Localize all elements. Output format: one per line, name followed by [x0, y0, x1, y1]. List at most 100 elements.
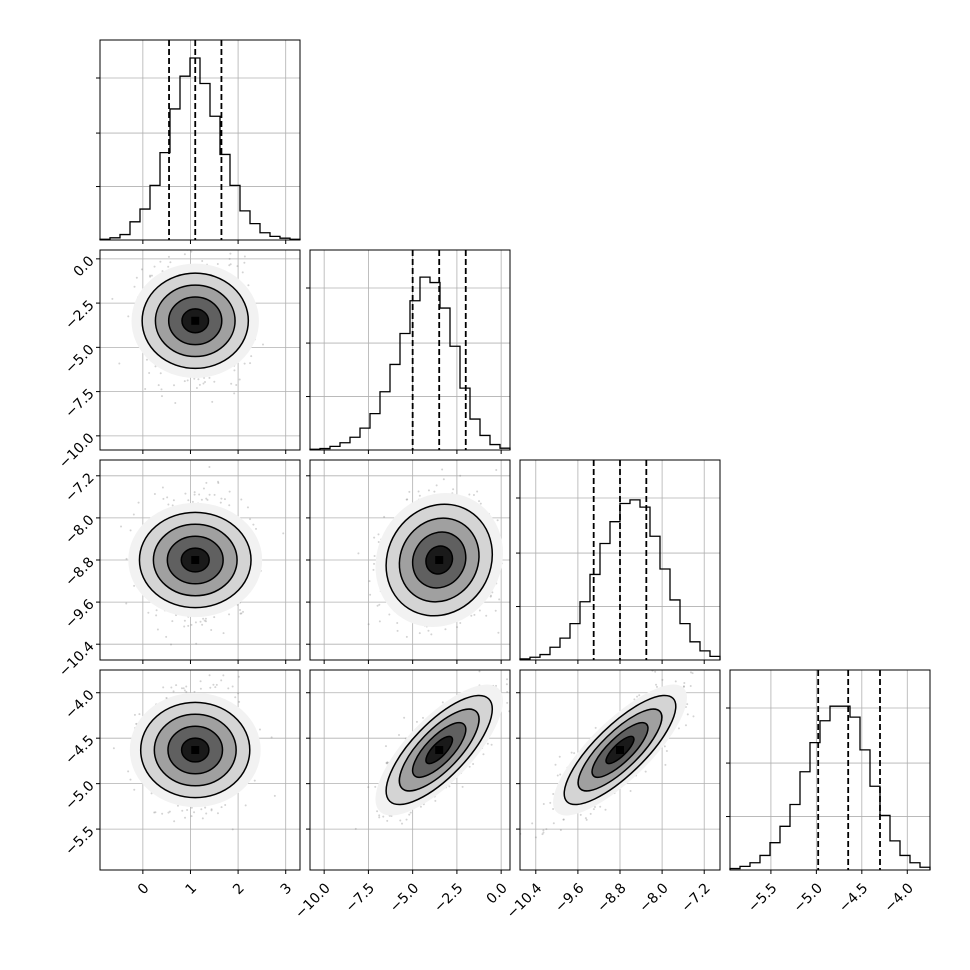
sample-point	[249, 518, 252, 521]
sample-point	[521, 676, 523, 678]
sample-point	[430, 633, 433, 636]
sample-point	[373, 536, 376, 539]
sample-point	[506, 678, 509, 681]
sample-point	[205, 812, 208, 815]
sample-point	[514, 587, 516, 589]
sample-point	[472, 762, 475, 765]
sample-point	[552, 807, 555, 810]
sample-point	[235, 383, 238, 386]
sample-point	[149, 274, 152, 277]
sample-point	[111, 297, 114, 300]
sample-point	[183, 619, 186, 622]
sample-point	[556, 774, 559, 777]
sample-point	[120, 525, 123, 528]
sample-point	[542, 802, 545, 805]
panel-frame	[309, 669, 511, 871]
sample-point	[489, 594, 492, 597]
sample-point	[182, 687, 185, 690]
sample-point	[486, 742, 489, 745]
sample-point	[129, 778, 132, 781]
sample-point	[655, 683, 658, 686]
sample-point	[655, 685, 658, 688]
sample-point	[228, 613, 231, 616]
sample-point	[205, 481, 208, 484]
density-peak	[191, 316, 200, 325]
sample-point	[233, 369, 236, 372]
sample-point	[199, 620, 202, 623]
sample-point	[166, 496, 169, 499]
sample-point	[525, 688, 527, 690]
sample-point	[441, 701, 444, 704]
sample-point	[160, 395, 163, 398]
sample-point	[240, 498, 243, 501]
sample-point	[183, 689, 186, 692]
sample-point	[377, 540, 380, 543]
sample-point	[206, 498, 209, 501]
sample-point	[156, 628, 159, 631]
sample-point	[204, 806, 207, 809]
sample-point	[229, 263, 232, 266]
sample-point	[470, 614, 473, 617]
sample-point	[237, 675, 240, 678]
sample-point	[129, 529, 132, 532]
sample-point	[468, 493, 471, 496]
sample-point	[167, 255, 170, 258]
sample-point	[190, 250, 193, 253]
sample-point	[376, 810, 379, 813]
sample-point	[408, 490, 411, 493]
sample-point	[367, 786, 370, 789]
panel-frame	[309, 459, 511, 661]
sample-point	[506, 691, 509, 694]
sample-point	[497, 631, 500, 634]
sample-point	[384, 745, 387, 748]
sample-point	[171, 504, 174, 507]
sample-point	[435, 484, 438, 487]
sample-point	[210, 808, 213, 811]
sample-point	[195, 642, 198, 645]
sample-point	[495, 468, 498, 471]
scatter-panel	[516, 669, 721, 874]
panel-frame	[519, 459, 721, 661]
sample-point	[217, 482, 220, 485]
sample-point	[401, 822, 404, 825]
sample-point	[638, 694, 641, 697]
sample-point	[161, 486, 164, 489]
sample-point	[204, 620, 207, 623]
sample-point	[386, 819, 389, 822]
sample-point	[193, 493, 196, 496]
sample-point	[374, 785, 377, 788]
sample-point	[140, 268, 143, 271]
sample-point	[133, 285, 136, 288]
sample-point	[506, 701, 509, 704]
scatter-panel	[96, 459, 301, 664]
sample-point	[489, 595, 492, 598]
sample-point	[200, 498, 203, 501]
sample-point	[210, 629, 213, 632]
panel-frame	[309, 249, 511, 451]
sample-point	[155, 609, 158, 612]
sample-point	[498, 598, 501, 601]
sample-point	[201, 260, 204, 263]
sample-point	[208, 493, 211, 496]
sample-point	[444, 628, 447, 631]
sample-point	[228, 490, 231, 493]
sample-point	[405, 818, 408, 821]
sample-point	[482, 753, 485, 756]
sample-point	[167, 503, 170, 506]
sample-point	[427, 629, 430, 632]
sample-point	[135, 276, 138, 279]
sample-point	[223, 498, 226, 501]
sample-point	[684, 724, 687, 727]
sample-point	[683, 682, 686, 685]
sample-point	[373, 554, 376, 557]
sample-point	[239, 612, 242, 615]
scatter-panel	[96, 669, 301, 874]
sample-point	[369, 593, 372, 596]
sample-point	[125, 602, 128, 605]
sample-point	[187, 624, 190, 627]
sample-point	[185, 690, 188, 693]
sample-point	[145, 358, 148, 361]
sample-point	[629, 790, 632, 793]
sample-point	[191, 500, 194, 503]
sample-point	[180, 687, 183, 690]
